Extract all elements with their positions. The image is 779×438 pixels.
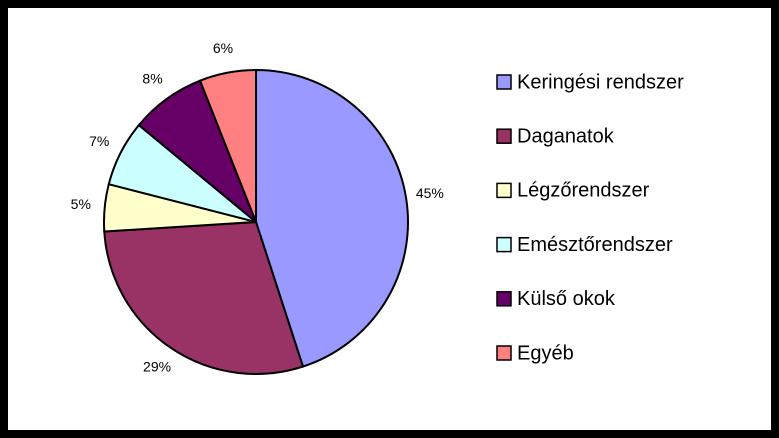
data-label: 7% bbox=[89, 133, 109, 149]
legend-swatch bbox=[496, 345, 512, 361]
data-label: 8% bbox=[142, 70, 162, 86]
pie-slice bbox=[255, 68, 409, 368]
legend-label: Keringési rendszer bbox=[517, 71, 684, 93]
legend-swatch bbox=[496, 182, 512, 199]
legend-label: Légzőrendszer bbox=[517, 180, 650, 202]
legend-label: Emésztőrendszer bbox=[517, 234, 673, 256]
legend-label: Daganatok bbox=[517, 125, 615, 147]
pie-slice bbox=[198, 68, 257, 223]
legend-swatch bbox=[496, 236, 512, 253]
legend-label: Egyéb bbox=[517, 342, 574, 364]
data-label: 45% bbox=[416, 185, 444, 201]
legend-label: Külső okok bbox=[517, 288, 616, 310]
legend-swatch bbox=[496, 74, 512, 90]
data-label: 29% bbox=[143, 358, 171, 374]
legend-swatch bbox=[496, 128, 512, 144]
data-label: 6% bbox=[213, 40, 233, 56]
legend-swatch bbox=[496, 291, 512, 307]
pie-slice bbox=[103, 220, 305, 375]
data-label: 5% bbox=[71, 196, 91, 212]
